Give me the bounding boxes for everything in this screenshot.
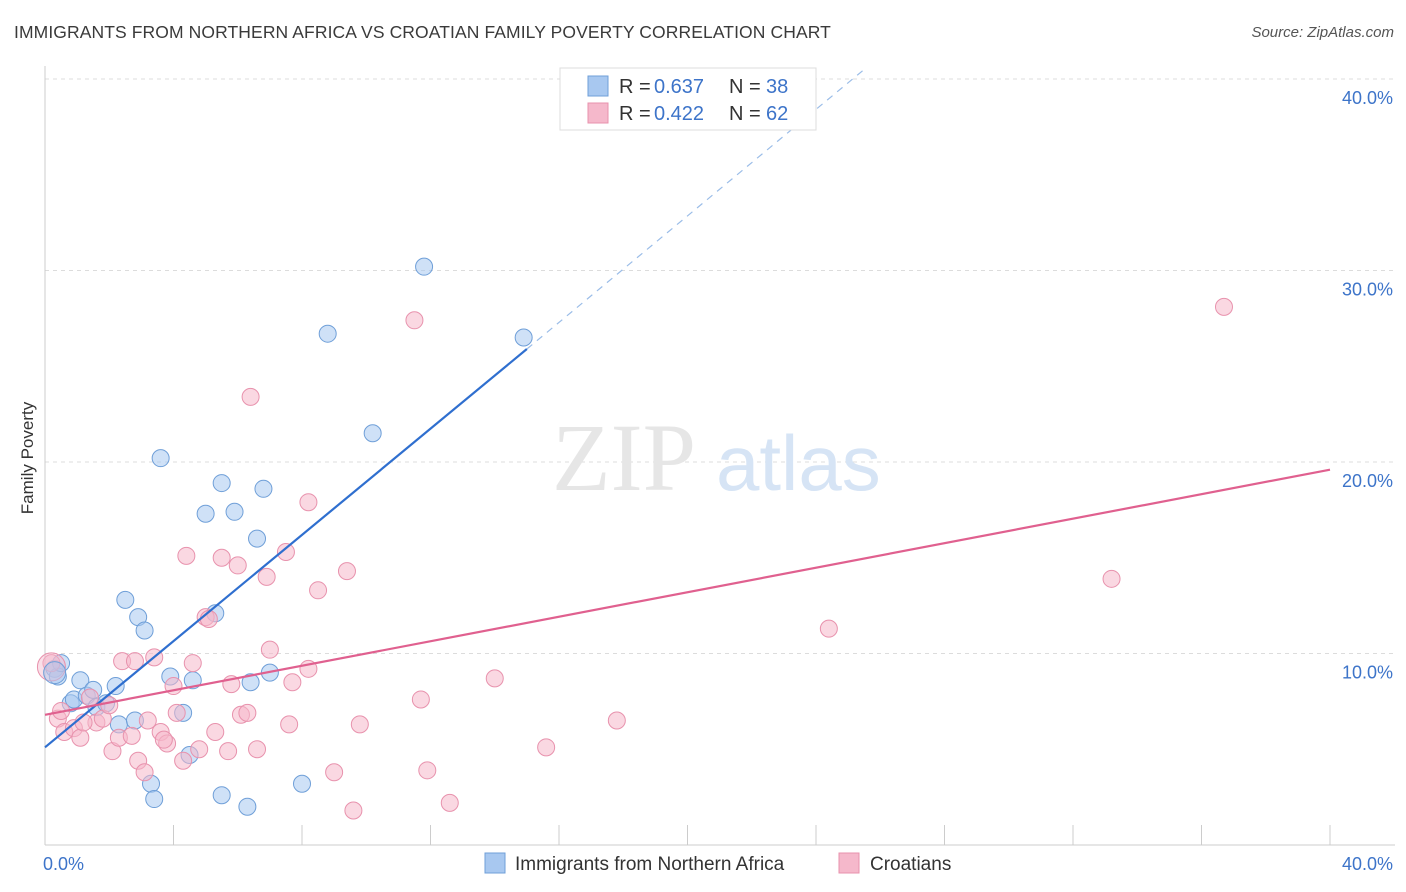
point-s0-34 [318,324,337,343]
point-s0-29 [241,673,260,692]
point-s1-12 [125,652,144,671]
legend-r-label-2: R = [619,103,651,125]
point-s1-5 [80,688,99,707]
point-s1-56 [1214,297,1233,316]
point-s1-23 [183,654,202,673]
point-s0-28 [238,797,257,816]
point-s1-53 [607,711,626,730]
point-s1-38 [280,715,299,734]
point-s1-51 [485,669,504,688]
data-points [36,257,1233,820]
point-s1-11 [122,726,141,745]
y-tick-label-2: 30.0% [1342,280,1393,300]
chart-title: IMMIGRANTS FROM NORTHERN AFRICA VS CROAT… [14,22,831,42]
point-s0-30 [248,529,267,548]
y-tick-label-0: 10.0% [1342,663,1393,683]
point-s1-41 [299,493,318,512]
point-s1-37 [276,543,295,562]
axes [44,66,1395,846]
y-axis-title: Family Poverty [18,401,37,514]
x-tick-label-0: 0.0% [43,854,84,874]
point-s1-26 [206,723,225,742]
legend-r-value-1: 0.637 [654,76,704,98]
trend-line-0 [44,348,528,749]
point-s1-34 [248,740,267,759]
legend-r-value-2: 0.422 [654,103,704,125]
point-s1-42 [309,581,328,600]
point-s0-37 [514,328,533,347]
y-tick-label-1: 20.0% [1342,471,1393,491]
point-s1-39 [283,673,302,692]
point-cluster-pink [36,652,66,682]
point-s1-32 [238,703,257,722]
point-s1-35 [257,567,276,586]
trend-line-1 [44,468,1331,716]
point-s1-61 [154,730,173,749]
y-tick-labels: 10.0% 20.0% 30.0% 40.0% [1342,88,1393,683]
point-s0-10 [106,677,125,696]
point-s1-55 [1102,569,1121,588]
point-s1-28 [219,742,238,761]
point-s1-4 [71,728,90,747]
point-s1-27 [212,548,231,567]
point-s0-12 [116,590,135,609]
point-s1-24 [190,740,209,759]
point-s1-46 [350,715,369,734]
legend-n-value-2: 62 [766,103,788,125]
point-s1-22 [177,546,196,565]
point-s1-47 [405,311,424,330]
y-tick-label-3: 40.0% [1342,88,1393,108]
point-s1-15 [138,711,157,730]
legend-swatch-pink [587,102,609,124]
point-s0-27 [225,502,244,521]
watermark: ZIP atlas [552,404,881,511]
watermark-zip: ZIP [552,404,696,511]
legend-bottom-label-1: Immigrants from Northern Africa [515,854,785,875]
legend-n-value-1: 38 [766,76,788,98]
x-tick-labels: 0.0% 40.0% [43,854,1393,874]
gridlines [45,78,1395,654]
legend-n-label-2: N = [729,103,761,125]
legend-top: R = 0.637 N = 38 R = 0.422 N = 62 [559,67,817,131]
legend-swatch-blue [587,75,609,97]
watermark-atlas: atlas [716,419,881,507]
point-s1-30 [228,556,247,575]
point-s1-21 [174,751,193,770]
legend-bottom-swatch-blue [484,852,506,874]
point-s1-48 [411,690,430,709]
x-tick-label-1: 40.0% [1342,854,1393,874]
point-s0-17 [145,790,164,809]
point-s0-33 [293,774,311,793]
point-s0-31 [254,479,273,498]
point-s0-5 [71,671,90,690]
point-s0-25 [212,474,231,493]
point-s1-36 [260,640,279,659]
source-label: Source: ZipAtlas.com [1251,24,1394,41]
point-s0-15 [135,621,154,640]
point-s0-36 [415,257,434,276]
legend-r-label-1: R = [619,76,651,98]
point-s0-18 [151,449,170,468]
point-s0-35 [363,424,382,443]
point-s1-43 [325,763,344,782]
point-s1-49 [418,761,437,780]
point-s0-26 [212,786,231,805]
point-s1-20 [167,703,186,722]
point-s1-50 [440,793,459,812]
point-s1-14 [135,763,154,782]
point-cluster-blue [43,661,67,685]
legend-n-label-1: N = [729,76,761,98]
legend-bottom-label-2: Croatians [870,854,951,875]
legend-bottom: Immigrants from Northern Africa Croatian… [484,852,951,875]
point-s1-45 [344,801,363,820]
point-s1-52 [537,738,556,757]
point-s1-44 [337,562,356,581]
point-s1-33 [241,387,260,406]
point-s0-23 [196,504,215,523]
legend-bottom-swatch-pink [838,852,860,874]
point-s1-54 [819,619,838,638]
